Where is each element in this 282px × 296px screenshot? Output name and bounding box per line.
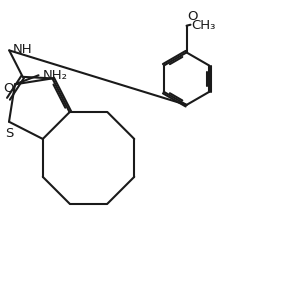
Text: O: O bbox=[188, 10, 198, 23]
Text: S: S bbox=[5, 127, 14, 140]
Text: CH₃: CH₃ bbox=[191, 19, 216, 32]
Text: NH₂: NH₂ bbox=[43, 69, 67, 82]
Text: O: O bbox=[3, 82, 14, 95]
Text: NH: NH bbox=[13, 43, 33, 56]
